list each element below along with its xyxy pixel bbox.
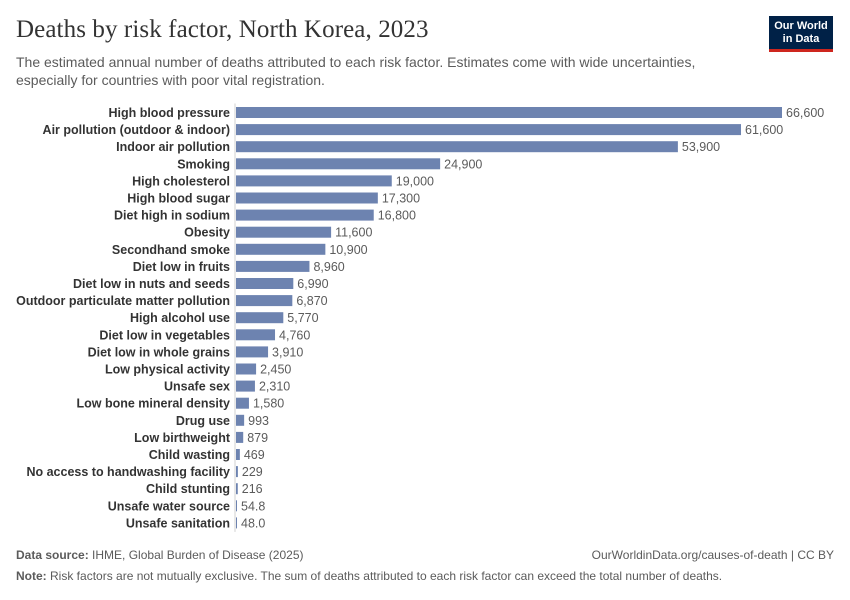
category-label: High cholesterol bbox=[132, 174, 230, 188]
value-label: 6,870 bbox=[296, 294, 327, 308]
value-label: 469 bbox=[244, 448, 265, 462]
bar[interactable] bbox=[236, 243, 326, 255]
value-label: 3,910 bbox=[272, 345, 303, 359]
bar[interactable] bbox=[236, 517, 237, 529]
note-text: Risk factors are not mutually exclusive.… bbox=[50, 569, 723, 583]
category-label: Diet low in nuts and seeds bbox=[73, 277, 230, 291]
bar[interactable] bbox=[236, 380, 255, 392]
value-label: 53,900 bbox=[682, 140, 720, 154]
value-label: 61,600 bbox=[745, 123, 783, 137]
category-label: High alcohol use bbox=[130, 311, 230, 325]
category-label: Air pollution (outdoor & indoor) bbox=[43, 123, 230, 137]
bar[interactable] bbox=[236, 414, 245, 426]
category-label: Unsafe water source bbox=[108, 499, 230, 513]
footer-source-row: Data source: IHME, Global Burden of Dise… bbox=[16, 548, 834, 562]
owid-logo[interactable]: Our World in Data bbox=[769, 16, 833, 52]
category-label: High blood sugar bbox=[127, 192, 230, 206]
category-label: Outdoor particulate matter pollution bbox=[16, 294, 230, 308]
bar[interactable] bbox=[236, 175, 392, 187]
category-label: Smoking bbox=[177, 157, 230, 171]
category-label: Child wasting bbox=[149, 448, 230, 462]
category-label: Low birthweight bbox=[134, 431, 231, 445]
category-label: High blood pressure bbox=[108, 106, 230, 120]
value-label: 6,990 bbox=[297, 277, 328, 291]
bar[interactable] bbox=[236, 346, 269, 358]
value-label: 1,580 bbox=[253, 397, 284, 411]
bar[interactable] bbox=[236, 363, 257, 375]
bar[interactable] bbox=[236, 158, 441, 170]
bar[interactable] bbox=[236, 500, 237, 512]
value-label: 2,310 bbox=[259, 380, 290, 394]
bar[interactable] bbox=[236, 329, 276, 341]
bar[interactable] bbox=[236, 141, 678, 153]
category-label: Diet low in fruits bbox=[133, 260, 230, 274]
bar[interactable] bbox=[236, 278, 294, 289]
category-label: Unsafe sanitation bbox=[126, 516, 230, 530]
value-label: 10,900 bbox=[329, 243, 367, 257]
value-label: 48.0 bbox=[241, 516, 265, 530]
value-label: 8,960 bbox=[313, 260, 344, 274]
category-label: Low physical activity bbox=[105, 363, 230, 377]
value-label: 2,450 bbox=[260, 363, 291, 377]
category-label: Child stunting bbox=[146, 482, 230, 496]
value-label: 16,800 bbox=[378, 209, 416, 223]
bar[interactable] bbox=[236, 107, 782, 118]
value-label: 66,600 bbox=[786, 106, 824, 120]
category-label: Unsafe sex bbox=[164, 380, 230, 394]
category-label: Diet high in sodium bbox=[114, 209, 230, 223]
source-text[interactable]: IHME, Global Burden of Disease (2025) bbox=[92, 548, 304, 562]
source-url[interactable]: OurWorldinData.org/causes-of-death | CC … bbox=[591, 548, 834, 562]
chart-title: Deaths by risk factor, North Korea, 2023 bbox=[16, 16, 429, 43]
category-label: Indoor air pollution bbox=[116, 140, 230, 154]
value-label: 19,000 bbox=[396, 174, 434, 188]
bar[interactable] bbox=[236, 397, 249, 409]
bar[interactable] bbox=[236, 295, 293, 307]
value-label: 229 bbox=[242, 465, 263, 479]
bar[interactable] bbox=[236, 431, 244, 443]
bar[interactable] bbox=[236, 483, 238, 495]
bar[interactable] bbox=[236, 209, 374, 221]
bar[interactable] bbox=[236, 466, 238, 478]
bar[interactable] bbox=[236, 260, 310, 272]
value-label: 4,760 bbox=[279, 328, 310, 342]
category-label: Drug use bbox=[176, 414, 230, 428]
category-label: Secondhand smoke bbox=[112, 243, 230, 257]
source-label: Data source: bbox=[16, 548, 89, 562]
note-label: Note: bbox=[16, 569, 47, 583]
footer-note-row: Note: Risk factors are not mutually excl… bbox=[16, 569, 834, 583]
bar[interactable] bbox=[236, 226, 332, 238]
value-label: 54.8 bbox=[241, 499, 265, 513]
logo-line-2: in Data bbox=[782, 33, 820, 45]
category-label: No access to handwashing facility bbox=[26, 465, 230, 479]
category-label: Low bone mineral density bbox=[77, 397, 231, 411]
value-label: 24,900 bbox=[444, 157, 482, 171]
logo-line-1: Our World bbox=[774, 20, 828, 32]
bar[interactable] bbox=[236, 124, 742, 136]
value-label: 993 bbox=[248, 414, 269, 428]
category-label: Obesity bbox=[184, 226, 230, 240]
value-label: 11,600 bbox=[335, 226, 372, 240]
chart-subtitle: The estimated annual number of deaths at… bbox=[16, 54, 696, 88]
bar-chart: High blood pressure 66,600 Air pollution (… bbox=[16, 103, 824, 532]
category-label: Diet low in vegetables bbox=[99, 328, 230, 342]
value-label: 216 bbox=[242, 482, 263, 496]
value-label: 17,300 bbox=[382, 192, 420, 206]
value-label: 5,770 bbox=[287, 311, 318, 325]
bar[interactable] bbox=[236, 449, 240, 460]
bar[interactable] bbox=[236, 312, 284, 324]
category-label: Diet low in whole grains bbox=[88, 345, 230, 359]
value-label: 879 bbox=[247, 431, 268, 445]
bar[interactable] bbox=[236, 192, 378, 204]
